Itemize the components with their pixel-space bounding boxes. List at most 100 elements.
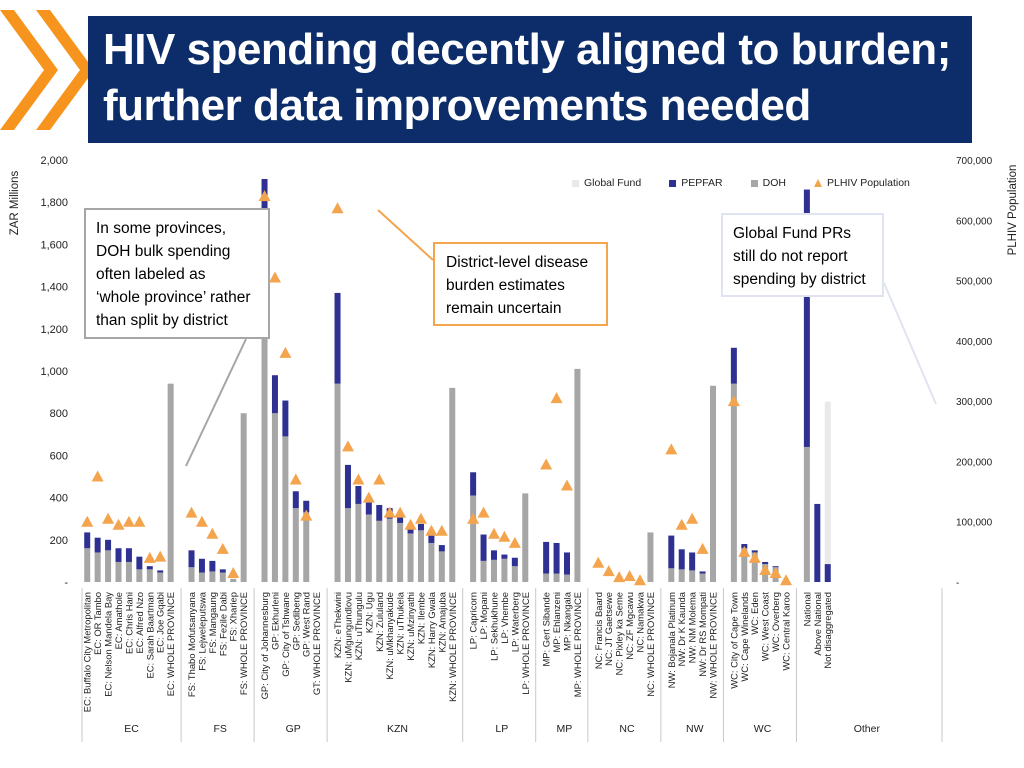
x-tick-label: KZN: uThungulu <box>353 592 364 660</box>
plhiv-marker <box>341 440 354 452</box>
plhiv-marker <box>143 551 156 563</box>
callout-leader-doh <box>185 338 247 467</box>
plhiv-marker <box>675 518 688 530</box>
pepfar-bar <box>105 539 112 551</box>
x-tick-label: MP: WHOLE PROVINCE <box>572 592 583 697</box>
doh-bar <box>803 446 810 582</box>
plhiv-marker <box>634 574 647 586</box>
x-tick-label: LP: Waterberg <box>509 592 520 652</box>
doh-bar <box>397 522 404 582</box>
x-tick-label: EC: Alfred Nzo <box>134 592 145 653</box>
x-tick-label: Above National <box>812 592 823 656</box>
plhiv-marker <box>185 506 198 518</box>
x-tick-label: FS: WHOLE PROVINCE <box>238 592 249 695</box>
pepfar-bar <box>209 560 216 572</box>
callout-line: than split by district <box>96 312 228 329</box>
doh-bar <box>710 385 717 582</box>
doh-bar <box>501 558 508 582</box>
global-fund-swatch-icon <box>572 179 579 187</box>
y-tick-label: - <box>64 577 68 589</box>
x-tick-label: KZN: eThekwini <box>332 592 343 658</box>
y2-axis-label: PLHIV Population <box>1007 165 1019 256</box>
doh-bar <box>271 413 278 582</box>
plhiv-marker <box>550 392 563 404</box>
y-tick-label: 200 <box>50 535 68 547</box>
x-tick-label: Not disaggregated <box>822 592 833 669</box>
doh-bar <box>480 560 487 582</box>
x-tick-label: National <box>801 592 812 626</box>
legend-label: DOH <box>762 177 786 189</box>
plhiv-marker <box>592 556 605 568</box>
doh-bar <box>574 368 581 582</box>
plhiv-marker <box>373 473 386 485</box>
doh-bar <box>730 383 737 582</box>
plhiv-marker <box>81 515 94 527</box>
x-tick-label: GP: City of Johannesburg <box>259 592 270 699</box>
pepfar-bar <box>146 566 153 570</box>
callout-line: burden estimates <box>446 277 565 294</box>
x-tick-label: EC: Joe Gqabi <box>155 592 166 653</box>
legend-label: PLHIV Population <box>826 177 910 189</box>
x-tick-label: WC: West Coast <box>760 592 771 662</box>
y2-tick-label: 200,000 <box>956 457 993 468</box>
doh-bar <box>407 533 414 582</box>
doh-bar <box>668 568 675 582</box>
pepfar-bar <box>470 472 477 496</box>
group-label: FS <box>213 723 226 735</box>
plhiv-marker <box>362 491 375 503</box>
doh-bar <box>428 542 435 582</box>
y2-tick-label: 600,000 <box>956 216 993 227</box>
pepfar-bar <box>303 500 310 513</box>
doh-bar <box>563 574 570 582</box>
doh-bar <box>292 508 299 582</box>
plhiv-marker <box>487 527 500 539</box>
doh-bar <box>146 569 153 582</box>
doh-bar <box>386 518 393 582</box>
group-label: NW <box>686 723 704 735</box>
plhiv-marker <box>133 515 146 527</box>
plhiv-marker <box>665 443 678 455</box>
y2-tick-label: 300,000 <box>956 397 993 408</box>
plhiv-marker <box>112 518 125 530</box>
callout-line: remain uncertain <box>446 300 562 317</box>
plhiv-marker <box>560 479 573 491</box>
group-label: MP <box>557 723 573 735</box>
legend-pepfar: PEPFAR <box>669 177 723 189</box>
pepfar-bar <box>501 554 508 559</box>
plhiv-marker <box>425 524 438 536</box>
chevron-logo-icon <box>0 10 94 130</box>
y2-tick-label: 700,000 <box>956 156 993 167</box>
doh-bar <box>240 413 247 582</box>
y-axis-label: ZAR Millions <box>9 170 21 235</box>
plhiv-marker <box>331 202 344 214</box>
doh-bar <box>84 548 91 582</box>
plhiv-marker <box>686 512 699 524</box>
pepfar-bar <box>219 569 226 573</box>
doh-bar <box>438 551 445 582</box>
x-tick-label: EC: OR Tambo <box>92 592 103 655</box>
group-label: KZN <box>387 723 408 735</box>
x-tick-label: FS: Fezile Dabi <box>217 592 228 656</box>
plhiv-marker <box>780 574 793 586</box>
pepfar-bar <box>136 556 143 570</box>
x-tick-label: KZN: uMgungundlovu <box>342 592 353 683</box>
y2-tick-label: - <box>956 578 959 589</box>
doh-bar <box>511 566 518 582</box>
x-tick-label: NC: Pixley ka Seme <box>614 592 625 675</box>
y2-tick-label: 100,000 <box>956 518 993 529</box>
callout-line: ‘whole province’ rather <box>96 289 251 306</box>
y-tick-label: 2,000 <box>40 155 68 167</box>
pepfar-bar <box>271 375 278 414</box>
doh-bar <box>689 570 696 582</box>
pepfar-bar <box>824 564 831 582</box>
pepfar-bar <box>511 557 518 567</box>
y-tick-label: 800 <box>50 408 68 420</box>
x-tick-label: MP: Ehlanzeni <box>551 592 562 652</box>
doh-bar <box>751 552 758 582</box>
doh-bar <box>376 520 383 582</box>
plhiv-marker <box>414 512 427 524</box>
plhiv-marker <box>696 542 709 554</box>
x-tick-label: KZN: WHOLE PROVINCE <box>447 592 458 702</box>
title-banner <box>88 16 972 143</box>
